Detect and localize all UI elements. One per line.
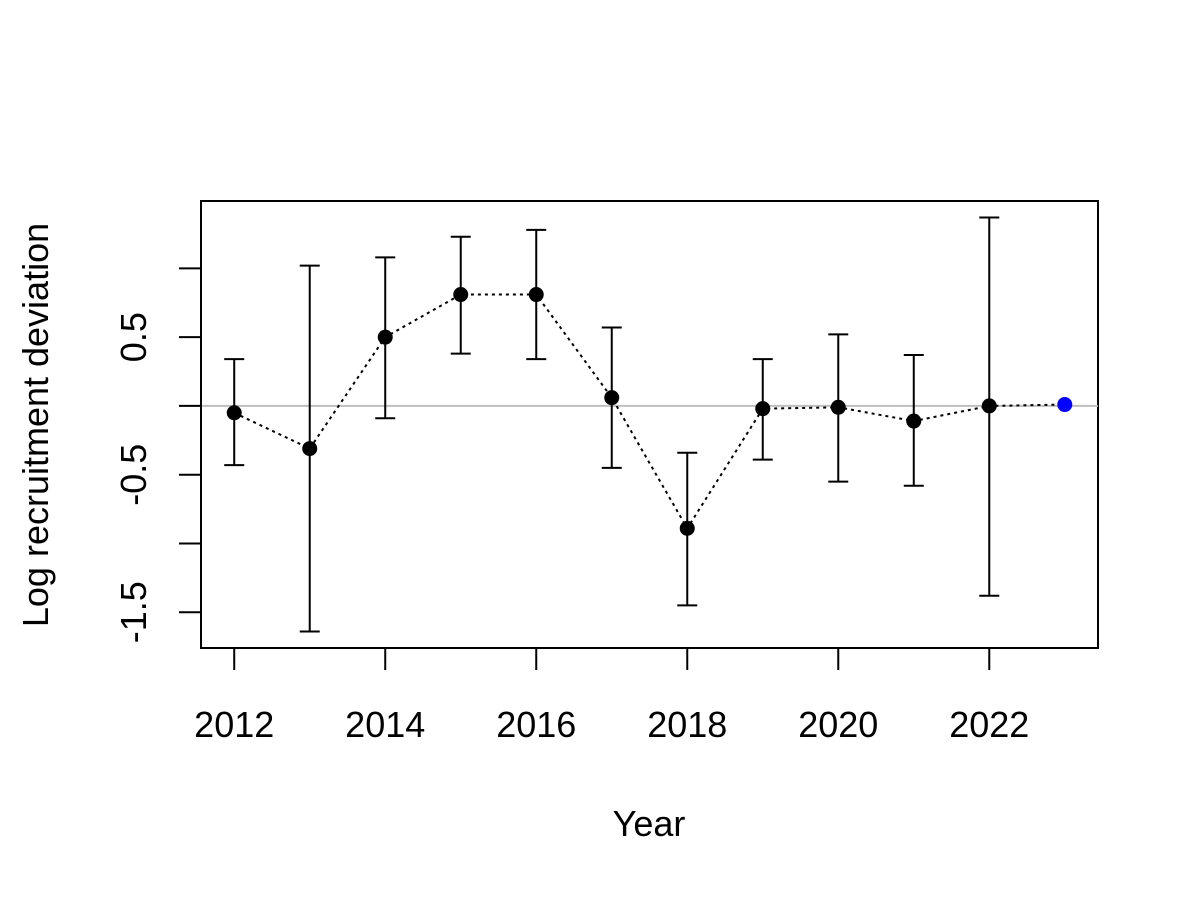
data-point — [679, 520, 695, 536]
x-tick-label: 2020 — [798, 704, 878, 745]
series-line — [233, 293, 1065, 531]
data-point — [1057, 397, 1073, 413]
y-tick-label: 0.5 — [113, 312, 154, 362]
series-layer — [224, 216, 1073, 633]
x-tick-label: 2018 — [647, 704, 727, 745]
data-point — [830, 399, 846, 415]
x-axis: 2012 2014 2016 2018 2020 2022 — [194, 647, 1029, 745]
data-point — [755, 401, 771, 417]
plot-frame — [200, 200, 1099, 649]
data-point — [981, 398, 997, 414]
x-axis-title: Year — [613, 803, 686, 844]
data-point — [226, 405, 242, 421]
y-tick-label: -1.5 — [113, 581, 154, 643]
y-axis-title: Log recruitment deviation — [15, 223, 56, 627]
data-point — [302, 441, 318, 457]
data-point — [906, 413, 922, 429]
x-tick-label: 2022 — [949, 704, 1029, 745]
x-tick-label: 2016 — [496, 704, 576, 745]
data-point — [604, 390, 620, 406]
x-tick-label: 2014 — [345, 704, 425, 745]
x-tick-label: 2012 — [194, 704, 274, 745]
data-point — [377, 329, 393, 345]
data-point — [528, 287, 544, 303]
y-axis: -1.5 -0.5 0.5 — [113, 267, 202, 643]
data-point — [453, 287, 469, 303]
y-tick-label: -0.5 — [113, 444, 154, 506]
